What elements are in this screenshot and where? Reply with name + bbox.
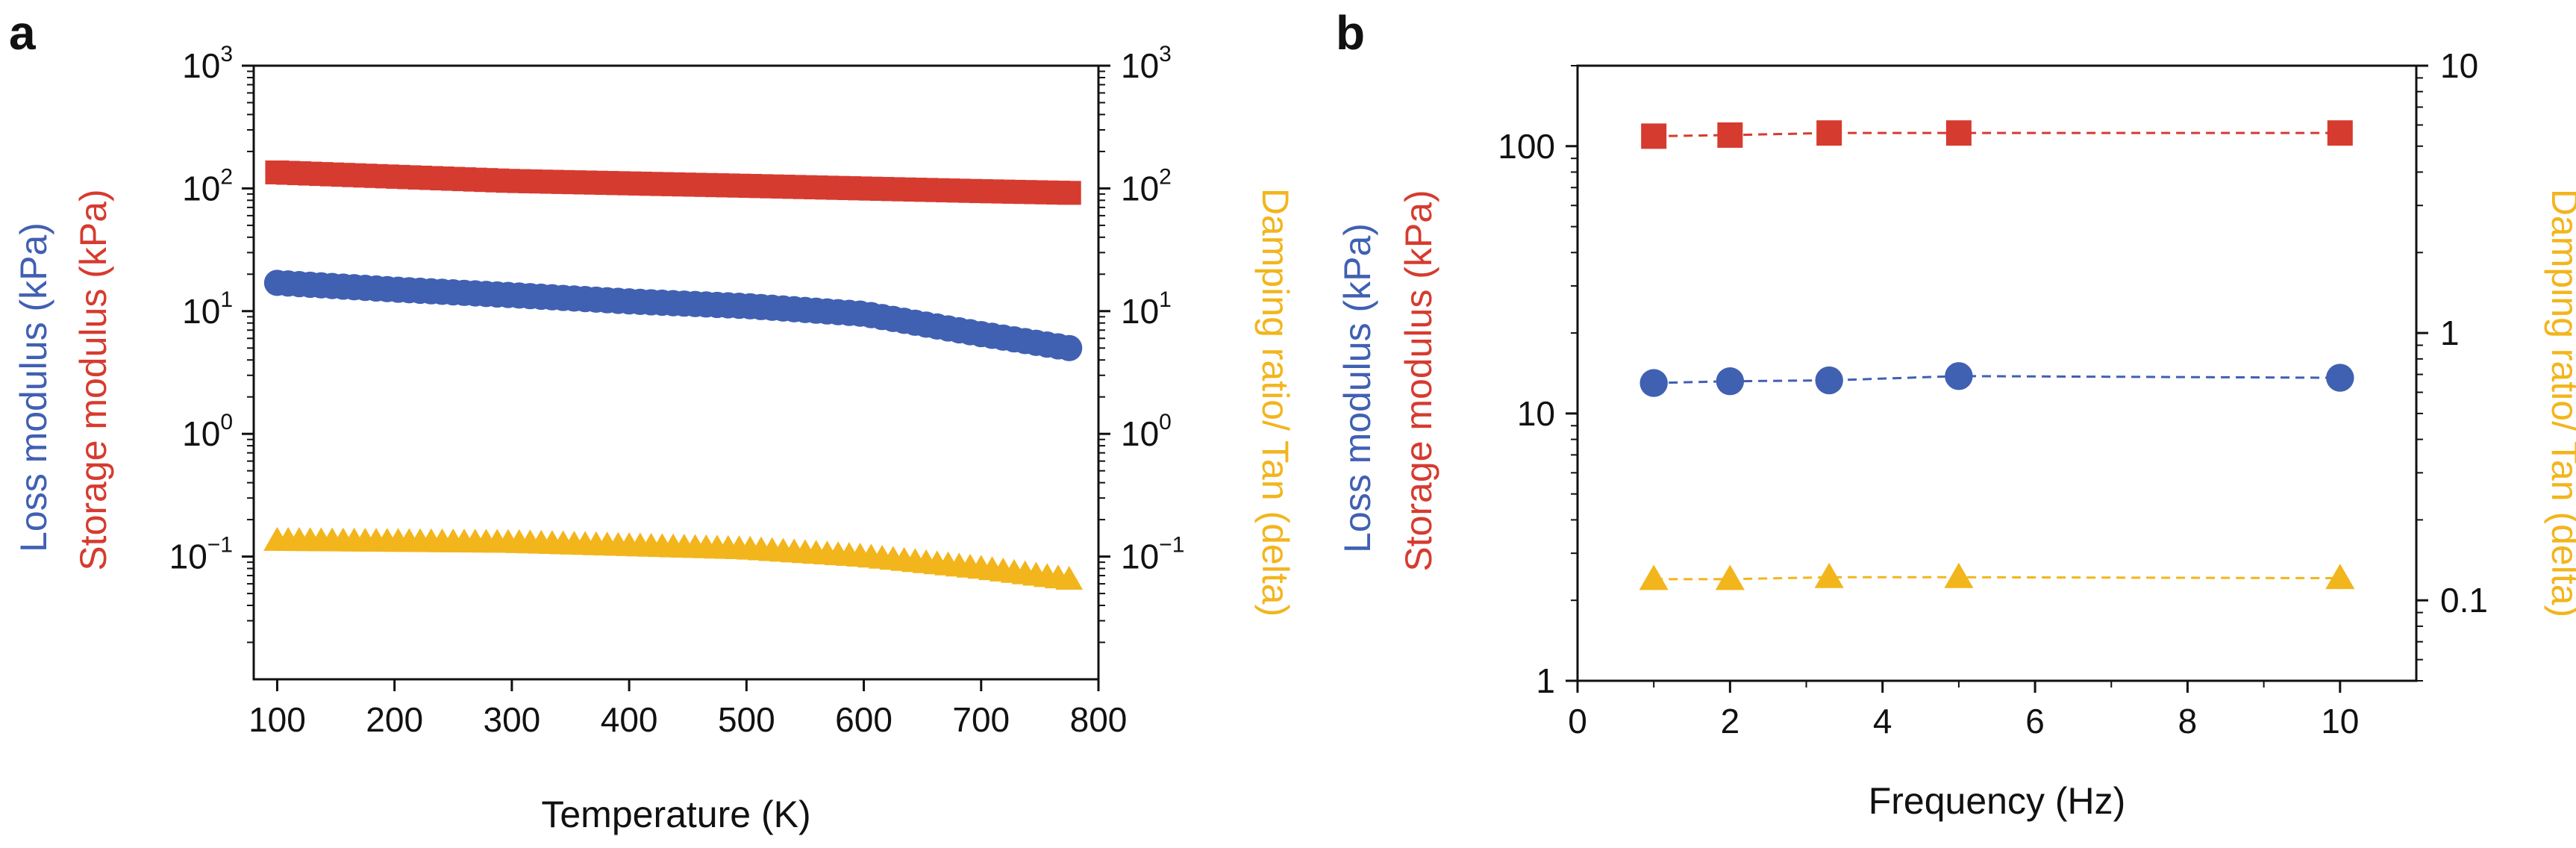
panel-b-letter: b [1336, 6, 1365, 60]
panel-a-y-tick-label-right: 101 [1121, 287, 1172, 331]
panel-a-y-tick-exp: 3 [1159, 42, 1172, 66]
panel-b-y-tick-label-left: 100 [1498, 127, 1555, 166]
panel-b-y-tick-label-right: 1 [2440, 314, 2460, 352]
panel-b-point [2325, 564, 2355, 590]
panel-b-y-axis-title-storage: Storage modulus (kPa) [1398, 190, 1439, 571]
panel-a-y-axis-title-loss: Loss modulus (kPa) [13, 222, 54, 552]
panel-b-x-axis-title: Frequency (Hz) [1869, 780, 2126, 822]
panel-b-frame [1576, 64, 2418, 682]
panel-b-point [1816, 120, 1842, 146]
panel-b-point [1814, 562, 1844, 588]
panel-b-y-tick-label-right: 10 [2440, 46, 2478, 85]
panel-b-series-loss [1639, 362, 2354, 397]
panel-a-x-tick-label: 400 [601, 700, 658, 739]
panel-a-y-tick-label-left: 102 [182, 164, 233, 208]
panel-a-y-tick-base: 10 [1121, 169, 1159, 208]
panel-b-point [1815, 366, 1843, 395]
panel-b-y-tick-label-right: 0.1 [2440, 581, 2488, 620]
panel-b-point [1717, 122, 1743, 148]
panel-a-y-tick-exp: 3 [220, 42, 233, 66]
panel-a-y-tick-exp: 0 [220, 410, 233, 434]
panel-b-point [1945, 362, 1973, 390]
panel-a-y-tick-exp: 1 [220, 287, 233, 312]
panel-b-point [1716, 367, 1745, 396]
panel-a-series-loss [263, 269, 1083, 361]
panel-a-y-tick-label-left: 101 [182, 287, 233, 331]
panel-b-series-damping [1639, 562, 2355, 590]
panel-a-y-tick-exp: −1 [207, 533, 233, 558]
panel-a-y-tick-base: 10 [1121, 292, 1159, 331]
panel-a-y-tick-base: 10 [182, 414, 220, 453]
panel-a-y-tick-label-right: 103 [1121, 42, 1172, 85]
panel-a-point [1057, 181, 1081, 205]
panel-a-y-axis-title-right: Damping ratio/ Tan (delta) [1254, 188, 1296, 617]
panel-b-y-axis-title-loss: Loss modulus (kPa) [1337, 223, 1378, 553]
panel-b-point [1641, 123, 1667, 149]
panel-b-point [1944, 562, 1974, 588]
panel-a-x-tick-label: 100 [248, 700, 306, 739]
panel-a-y-tick-label-right: 10−1 [1121, 533, 1184, 576]
panel-a-y-tick-base: 10 [182, 169, 220, 208]
panel-b-x-tick-label: 0 [1568, 702, 1587, 741]
panel-b-y-tick-label-left: 10 [1517, 394, 1555, 433]
panel-b-x-tick-label: 4 [1873, 702, 1892, 741]
panel-a-x-tick-label: 600 [835, 700, 892, 739]
panel-a-y-tick-exp: 2 [1159, 164, 1172, 189]
panel-b-series-line [1654, 576, 2340, 581]
panel-a-y-tick-label-left: 100 [182, 410, 233, 453]
panel-b-series-line [1654, 131, 2340, 137]
panel-a-x-tick-label: 700 [952, 700, 1010, 739]
panel-b-point [1639, 564, 1669, 590]
panel-a-x-tick-label: 300 [484, 700, 541, 739]
panel-a-letter: a [9, 6, 36, 60]
panel-b-point [2327, 120, 2353, 146]
panel-a-y-tick-base: 10 [169, 537, 207, 576]
panel-a-y-tick-exp: 2 [220, 164, 233, 189]
panel-b-point [1945, 120, 1972, 146]
panel-a-y-tick-base: 10 [1121, 46, 1159, 85]
panel-b-point [1639, 369, 1668, 397]
panel-a-y-tick-exp: 0 [1159, 410, 1172, 434]
panel-b-x-tick-label: 6 [2025, 702, 2045, 741]
panel-a-y-axis-title-storage: Storage modulus (kPa) [72, 189, 114, 570]
panel-a-y-tick-label-left: 10−1 [169, 533, 233, 576]
panel-a-y-tick-label-right: 100 [1121, 410, 1172, 453]
panel-a-y-tick-base: 10 [182, 46, 220, 85]
panel-a-y-tick-base: 10 [182, 292, 220, 331]
panel-a-y-tick-base: 10 [1121, 414, 1159, 453]
panel-a-y-tick-label-right: 102 [1121, 164, 1172, 208]
panel-b-series-storage [1641, 120, 2353, 149]
panel-a-x-tick-label: 800 [1070, 700, 1128, 739]
panel-b-point [1715, 564, 1745, 590]
panel-b-x-tick-label: 8 [2178, 702, 2198, 741]
panel-b-x-tick-label: 10 [2321, 702, 2359, 741]
panel-a-x-tick-label: 200 [366, 700, 423, 739]
panel-a-point [1055, 566, 1084, 590]
panel-a-series-damping [263, 526, 1084, 590]
panel-a-y-tick-exp: −1 [1159, 533, 1184, 558]
panel-b-series-line [1654, 375, 2340, 384]
panel-b-point [2326, 364, 2354, 392]
panel-a-y-tick-label-left: 103 [182, 42, 233, 85]
panel-b-x-tick-label: 2 [1721, 702, 1740, 741]
panel-a-x-axis-title: Temperature (K) [541, 794, 810, 835]
panel-a-x-tick-label: 500 [718, 700, 775, 739]
panel-a-y-tick-exp: 1 [1159, 287, 1172, 312]
panel-a-y-tick-base: 10 [1121, 537, 1159, 576]
panel-b-y-tick-label-left: 1 [1536, 661, 1555, 700]
panel-a-point [1056, 334, 1083, 361]
panel-a-series-storage [265, 160, 1081, 205]
panel-b-y-axis-title-right: Damping ratio/ Tan (delta) [2544, 189, 2576, 617]
panel-b-chart: b 0 2 4 6 8 10 Frequency (Hz) 1 10 100 0.1 1 10 Loss m… [1336, 6, 2576, 822]
panel-a-frame [252, 64, 1100, 681]
